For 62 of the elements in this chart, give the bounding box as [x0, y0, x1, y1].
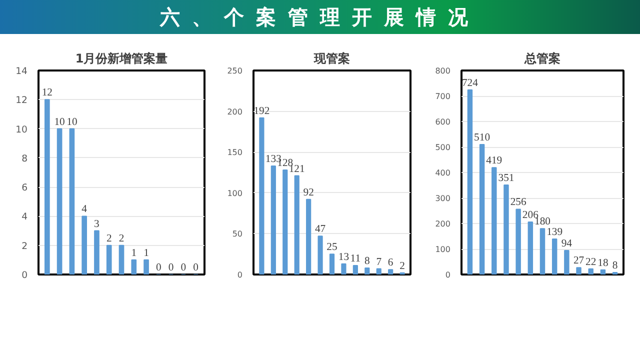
- data-label: 0: [180, 262, 186, 274]
- data-label: 419: [486, 156, 502, 167]
- data-label: 0: [193, 262, 198, 274]
- y-tick-label: 800: [435, 66, 451, 76]
- y-tick-label: 400: [435, 168, 451, 178]
- data-label: 94: [561, 238, 573, 250]
- y-tick-label: 6: [22, 182, 28, 194]
- y-tick-label: 700: [435, 92, 451, 101]
- data-label: 6: [388, 258, 394, 269]
- data-label: 351: [498, 172, 514, 184]
- data-label: 256: [510, 197, 527, 208]
- data-label: 2: [118, 233, 124, 244]
- data-label: 25: [326, 242, 338, 254]
- data-label: 0: [156, 262, 162, 274]
- data-label: 2: [400, 260, 405, 272]
- data-label: 180: [534, 216, 550, 228]
- data-label: 7: [376, 256, 382, 268]
- data-label: 4: [82, 204, 88, 216]
- data-label: 12: [42, 88, 52, 99]
- y-tick-label: 10: [16, 124, 28, 136]
- y-tick-label: 4: [22, 212, 28, 223]
- y-tick-label: 200: [227, 107, 243, 116]
- y-tick-label: 8: [22, 153, 28, 164]
- y-tick-label: 14: [16, 66, 28, 77]
- y-tick-label: 250: [227, 66, 243, 76]
- y-tick-label: 150: [227, 148, 243, 158]
- data-label: 92: [303, 187, 314, 198]
- data-label: 2: [106, 233, 112, 244]
- data-label: 47: [314, 224, 326, 236]
- data-label: 10: [66, 116, 78, 128]
- y-tick-label: 0: [237, 270, 243, 280]
- data-label: 0: [168, 262, 174, 274]
- data-label: 724: [462, 78, 479, 89]
- y-tick-label: 500: [435, 143, 451, 152]
- y-tick-label: 600: [435, 118, 451, 126]
- data-label: 139: [546, 227, 563, 238]
- chart-title: 1月份新增管案量: [75, 52, 168, 66]
- y-tick-label: 100: [227, 188, 243, 198]
- data-label: 1: [144, 248, 149, 259]
- data-label: 8: [612, 260, 618, 272]
- data-label: 27: [573, 256, 585, 267]
- data-label: 13: [338, 252, 350, 263]
- y-tick-label: 300: [435, 194, 451, 203]
- data-label: 22: [586, 256, 596, 268]
- data-label: 192: [254, 106, 270, 117]
- chart-title: 总管案: [524, 52, 560, 66]
- data-label: 10: [54, 116, 65, 128]
- data-label: 510: [474, 132, 490, 144]
- data-label: 8: [364, 256, 370, 267]
- data-label: 11: [350, 254, 361, 265]
- data-label: 18: [598, 258, 608, 269]
- y-tick-label: 0: [22, 270, 28, 281]
- y-tick-label: 100: [435, 245, 451, 254]
- chart-title: 现管案: [313, 52, 350, 66]
- y-tick-label: 2: [22, 240, 28, 252]
- y-tick-label: 200: [435, 220, 451, 228]
- text: 六、个案管理开展情况: [0, 0, 640, 34]
- data-label: 3: [94, 218, 100, 230]
- y-tick-label: 50: [232, 230, 243, 239]
- data-label: 1: [131, 248, 137, 259]
- y-tick-label: 0: [445, 270, 451, 280]
- y-tick-label: 12: [16, 95, 28, 106]
